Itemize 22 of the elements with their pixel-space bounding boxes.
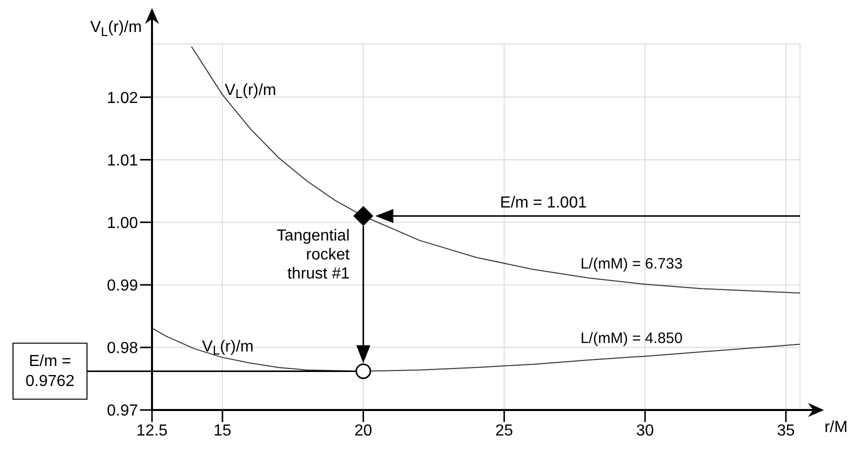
y-tick-label: 1.02 xyxy=(106,90,138,107)
x-tick-label: 30 xyxy=(636,422,654,440)
annotation: E/m = 1.001 xyxy=(500,194,587,212)
line-series xyxy=(190,46,800,294)
y-tick-label: 1.01 xyxy=(106,152,138,170)
x-tick-label: 20 xyxy=(354,422,372,440)
text: E/m = 0.9762 xyxy=(26,353,75,390)
annotation: V$_{L}$(r)/m xyxy=(224,82,276,102)
y-tick-label: 1.00 xyxy=(106,214,138,232)
y-tick-label: 0.98 xyxy=(106,340,138,358)
x-axis-title: r/M xyxy=(824,419,848,436)
y-tick-label: 0.99 xyxy=(106,278,138,295)
x-tick-label: 15 xyxy=(214,422,232,440)
y-axis-title: V$_{L}$(r)/m xyxy=(90,19,142,39)
annotation: Tangential rocket thrust #1 xyxy=(276,228,350,283)
x-tick-label: 35 xyxy=(777,422,795,440)
x-tick-label: 25 xyxy=(495,422,514,440)
annotation: V$_{L}$(r)/m xyxy=(202,338,254,358)
series-label: L/(mM) = 6.733 xyxy=(580,256,683,273)
series-label: L/(mM) = 4.850 xyxy=(580,330,683,348)
y-tick-label: 0.97 xyxy=(106,402,138,420)
x-tick-label: 12.5 xyxy=(136,422,168,440)
